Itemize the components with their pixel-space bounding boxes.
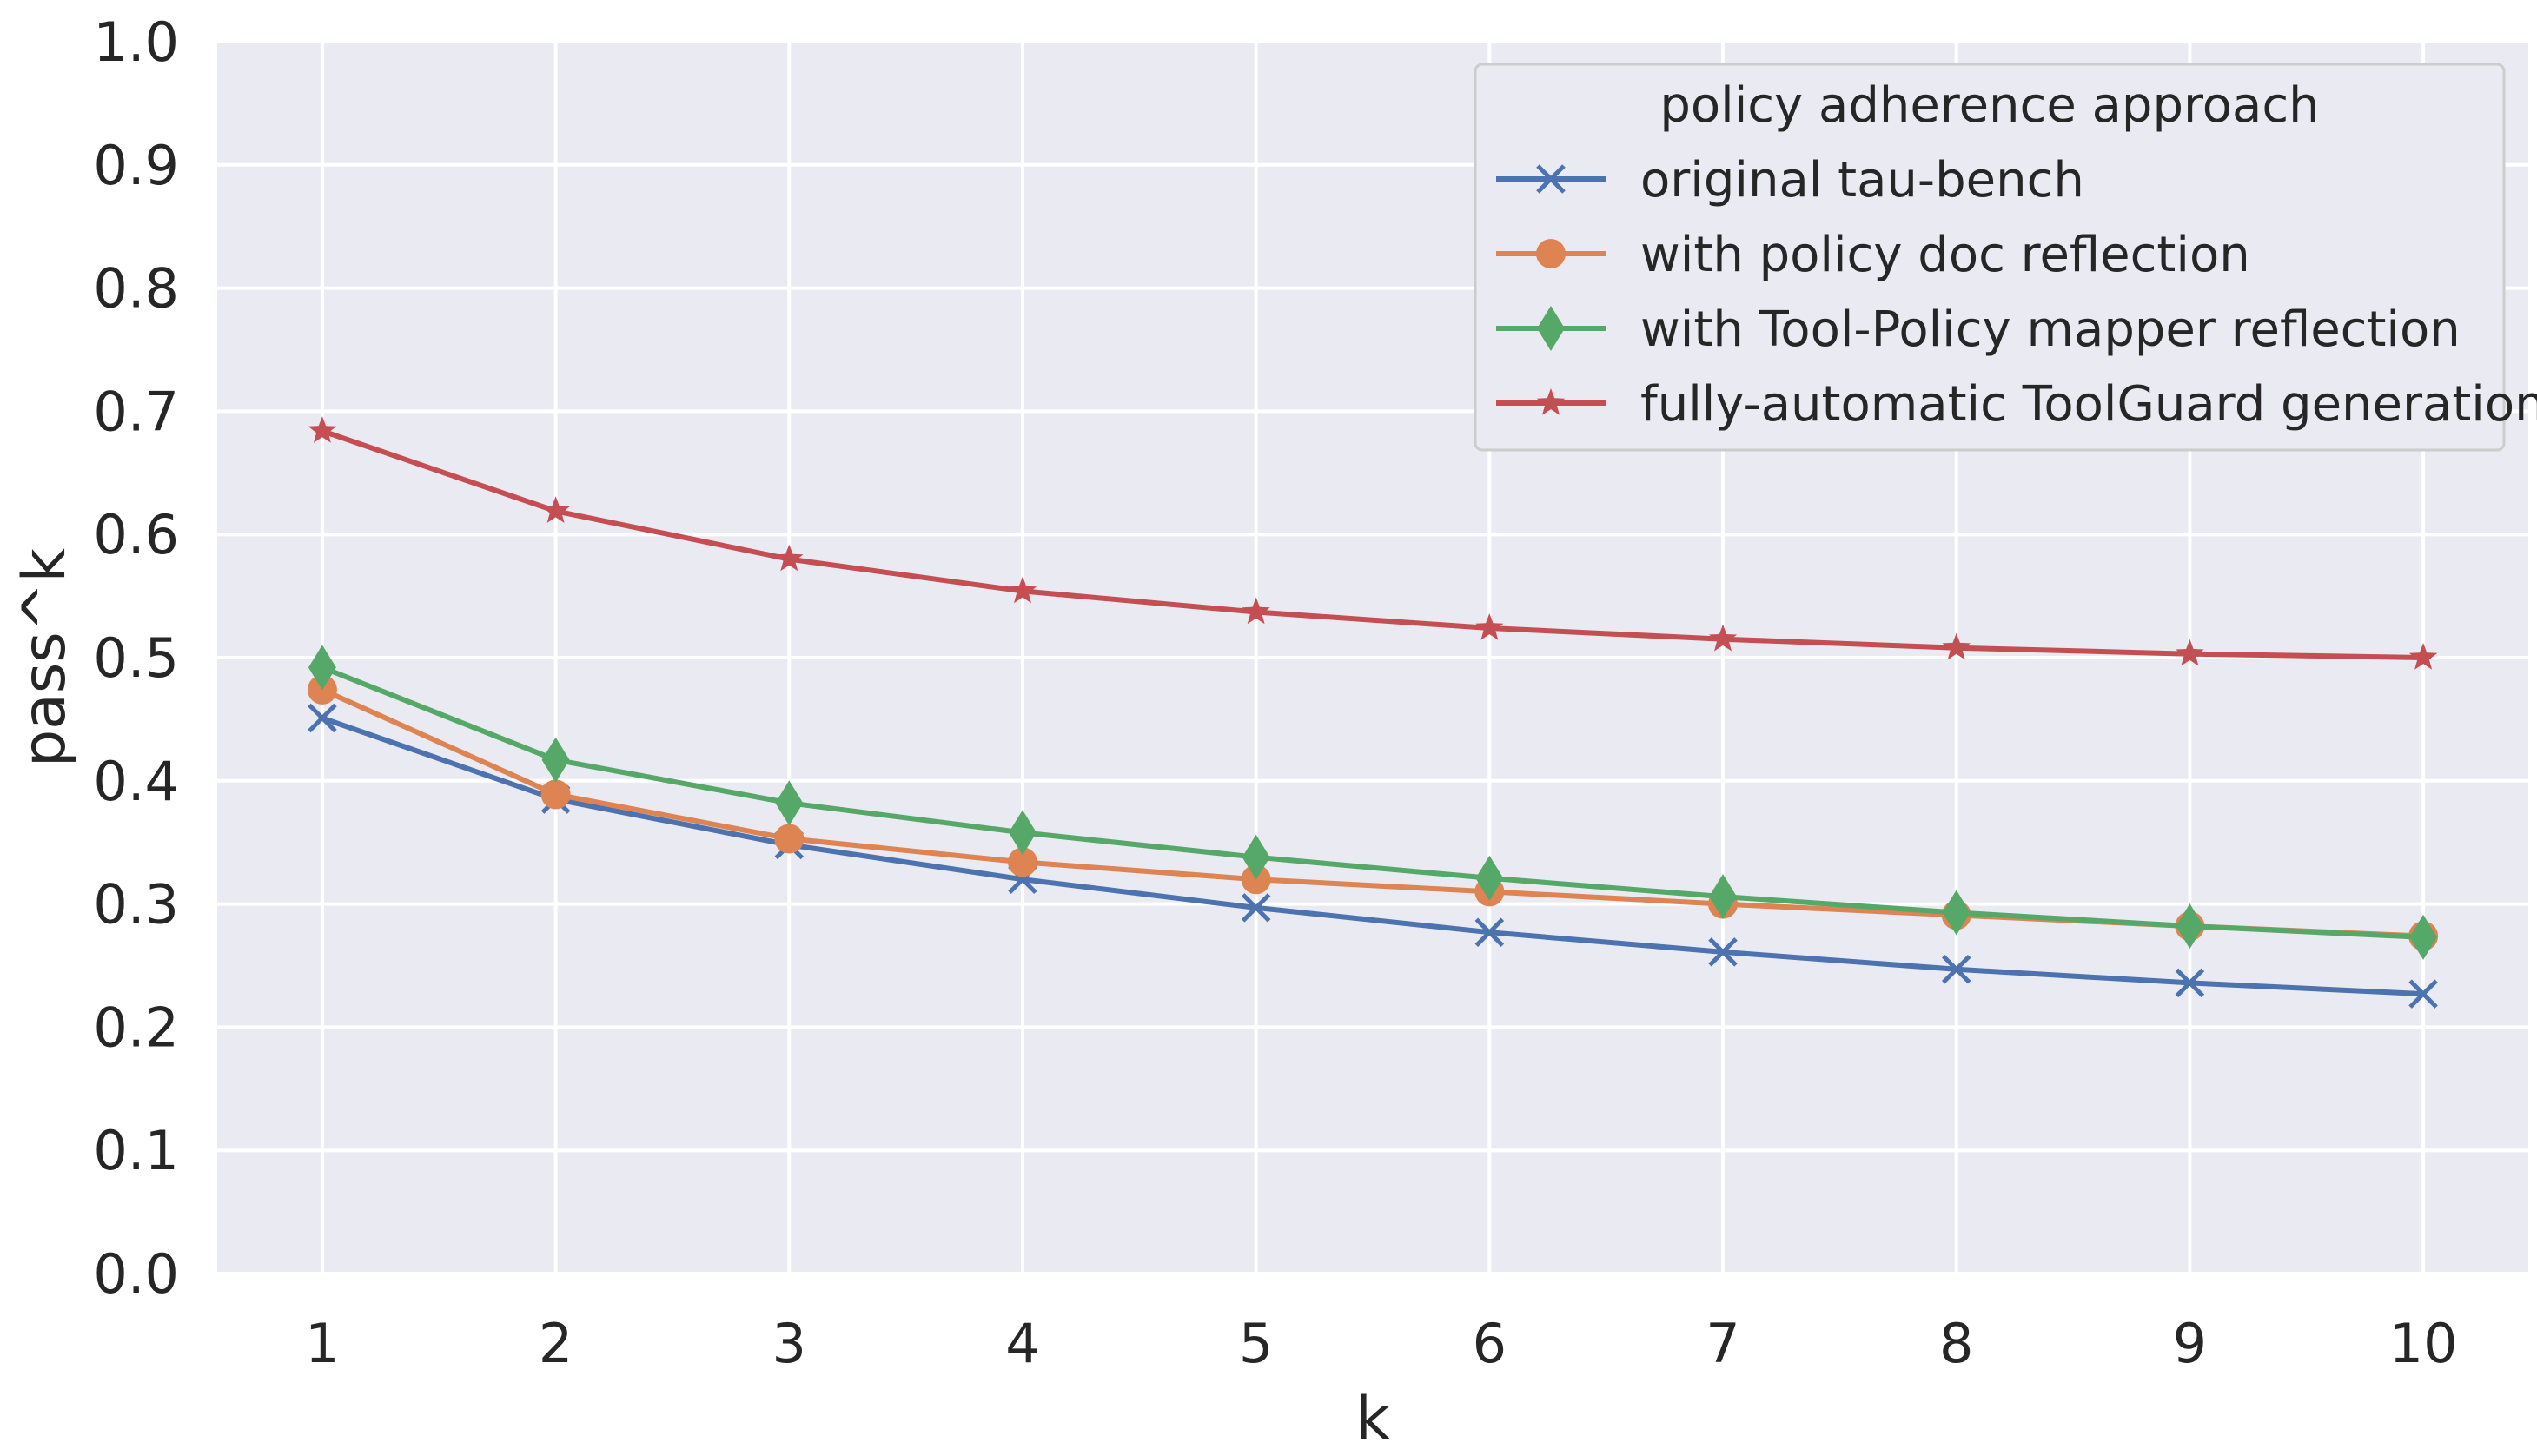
- data-point: [775, 544, 804, 572]
- data-point: [1708, 624, 1738, 652]
- y-tick-label: 0.8: [93, 257, 179, 321]
- data-point: [2175, 968, 2205, 998]
- y-axis-label: pass^k: [10, 547, 79, 767]
- legend-label: with Tool-Policy mapper reflection: [1640, 301, 2461, 358]
- y-tick-label: 0.5: [93, 626, 179, 690]
- data-point: [308, 416, 337, 443]
- series-line: [319, 665, 2427, 940]
- legend-marker: [1536, 388, 1566, 415]
- data-point: [1475, 613, 1504, 640]
- data-point: [1709, 874, 1738, 920]
- data-point: [2408, 643, 2438, 670]
- y-tick-label: 0.9: [93, 134, 179, 197]
- data-point: [1475, 855, 1504, 901]
- y-tick-label: 0.0: [93, 1242, 179, 1306]
- x-tick-label: 3: [772, 1312, 806, 1375]
- legend-box: [1474, 63, 2506, 452]
- series-2: [308, 645, 2438, 960]
- legend-entry: fully-automatic ToolGuard generation: [1496, 376, 2537, 433]
- data-point: [1941, 954, 1971, 984]
- x-axis-label: k: [1355, 1385, 1390, 1453]
- series-3: [308, 416, 2438, 670]
- legend-entries: original tau-bench with policy doc reflec…: [1496, 152, 2537, 433]
- data-point: [308, 703, 337, 733]
- data-point: [1942, 890, 1971, 936]
- y-tick-label: 0.4: [93, 750, 179, 813]
- data-point: [1942, 632, 1971, 660]
- legend-marker: [1536, 164, 1566, 194]
- y-tick-label: 0.2: [93, 996, 179, 1059]
- data-point: [2176, 639, 2204, 666]
- legend-marker: [1537, 306, 1565, 351]
- data-point: [1242, 834, 1270, 880]
- legend-entry: original tau-bench: [1496, 152, 2084, 208]
- legend-label: original tau-bench: [1640, 152, 2084, 208]
- legend-label: fully-automatic ToolGuard generation: [1640, 376, 2537, 433]
- data-point: [1008, 576, 1037, 604]
- legend-marker: [1536, 239, 1566, 268]
- data-point: [775, 780, 804, 826]
- x-tick-label: 10: [2389, 1312, 2458, 1375]
- data-point: [540, 779, 571, 810]
- data-point: [774, 824, 805, 854]
- x-tick-label: 8: [1939, 1312, 1973, 1375]
- y-tick-label: 0.1: [93, 1119, 179, 1182]
- legend-entry: with Tool-Policy mapper reflection: [1496, 301, 2461, 358]
- legend-title: policy adherence approach: [1659, 77, 2319, 134]
- x-tick-label: 1: [305, 1312, 339, 1375]
- data-point: [2408, 979, 2438, 1009]
- data-point: [2176, 903, 2204, 950]
- data-point: [1007, 847, 1037, 877]
- data-point: [2409, 914, 2438, 960]
- y-tick-label: 1.0: [93, 10, 179, 74]
- y-tick-label: 0.7: [93, 380, 179, 443]
- x-tick-label: 4: [1005, 1312, 1039, 1375]
- y-tick-label: 0.3: [93, 873, 179, 936]
- data-point: [541, 496, 570, 523]
- data-point: [1008, 810, 1037, 856]
- y-tick-label: 0.6: [93, 503, 179, 566]
- data-point: [541, 737, 570, 783]
- data-point: [308, 645, 336, 691]
- tick-labels: 0.0 0.1 0.2 0.3 0.4 0.5 0.6 0.7 0.8 0.9 1.0 1 2 3 4 5 6 7…: [93, 10, 2457, 1375]
- series-line: [319, 715, 2427, 997]
- legend-entry: with policy doc reflection: [1496, 227, 2250, 283]
- data-point: [1241, 893, 1271, 923]
- x-tick-label: 9: [2173, 1312, 2207, 1375]
- x-tick-label: 2: [539, 1312, 573, 1375]
- x-tick-label: 5: [1239, 1312, 1273, 1375]
- series-group: [307, 416, 2439, 1009]
- legend: policy adherence approach original tau-b…: [1474, 63, 2537, 452]
- data-point: [1474, 917, 1505, 947]
- x-tick-label: 7: [1706, 1312, 1739, 1375]
- series-line: [319, 428, 2427, 660]
- data-point: [1708, 937, 1738, 967]
- legend-label: with policy doc reflection: [1640, 227, 2250, 283]
- data-point: [1242, 597, 1270, 625]
- grid: [217, 40, 2528, 1275]
- x-tick-label: 6: [1473, 1312, 1507, 1375]
